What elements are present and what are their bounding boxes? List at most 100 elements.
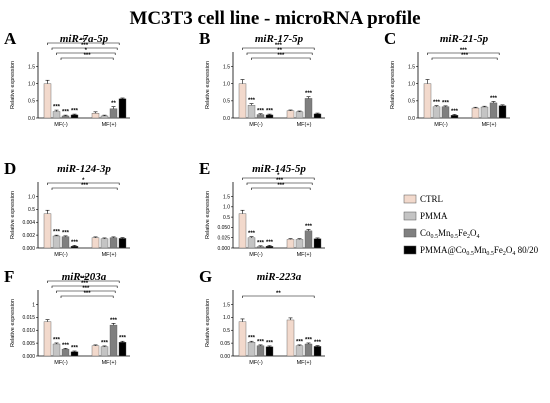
y-tick-label: 1: [32, 302, 35, 308]
sig-mark: ***: [248, 336, 256, 342]
bar-1-3: [498, 105, 507, 119]
bar-1-2: [489, 102, 498, 119]
y-tick-label: 0.004: [22, 220, 35, 226]
bar-0-1: [247, 342, 256, 357]
y-axis-label: Relative expression: [205, 299, 211, 347]
y-tick-label: 0.025: [217, 236, 230, 242]
bracket-label: ***: [275, 43, 283, 49]
panel-title: miR-21-5p: [440, 33, 489, 45]
comparison-bracket: [242, 177, 315, 180]
sig-mark: ***: [314, 340, 322, 346]
bracket-label: **: [277, 48, 282, 54]
y-tick-label: 0.000: [22, 354, 35, 360]
comparison-bracket: [242, 295, 315, 298]
bar-0-3: [265, 114, 274, 119]
bar-0-1: [52, 111, 61, 119]
bracket-label: *: [85, 48, 88, 54]
bracket-label: ***: [81, 281, 89, 287]
panel-label: C: [384, 29, 396, 48]
y-tick-label: 1.5: [223, 302, 230, 308]
legend-swatch: [403, 228, 417, 238]
y-tick-label: 0.00: [220, 354, 230, 360]
group-label: MF(+): [102, 252, 117, 258]
sig-mark: ***: [257, 108, 265, 114]
y-axis-label: Relative expression: [390, 61, 396, 109]
bar-0-1: [247, 237, 256, 249]
sig-mark: ***: [53, 105, 61, 111]
panel-title: miR-223a: [257, 271, 302, 283]
bar-0-0: [43, 83, 52, 119]
panel-title: miR-145-5p: [252, 163, 306, 175]
panel-title: miR-17-5p: [255, 33, 304, 45]
sig-mark: ***: [62, 230, 70, 236]
bar-1-3: [118, 98, 127, 119]
sig-mark: ***: [71, 109, 79, 115]
panel-label: A: [4, 29, 17, 48]
group-label: MF(+): [297, 252, 312, 258]
comparison-bracket: [427, 52, 500, 55]
bar-1-3: [313, 238, 322, 249]
bracket-label: ***: [81, 43, 89, 49]
comparison-bracket: [246, 52, 313, 55]
bar-1-1: [100, 346, 109, 357]
bracket-label: ***: [80, 276, 88, 282]
bar-1-2: [109, 108, 118, 119]
bar-1-0: [91, 345, 100, 357]
bar-0-0: [238, 213, 247, 249]
group-label: MF(+): [102, 122, 117, 128]
comparison-bracket: [51, 187, 118, 190]
y-axis-label: Relative expression: [10, 191, 16, 239]
sig-mark: ***: [248, 98, 256, 104]
bracket-label: ***: [84, 53, 92, 59]
y-axis-label: Relative expression: [205, 191, 211, 239]
y-tick-label: 0.5: [28, 207, 35, 213]
group-label: MF(-): [249, 360, 263, 366]
comparison-bracket: [47, 182, 120, 185]
comparison-bracket: [246, 182, 313, 185]
bracket-label: ***: [277, 53, 285, 59]
legend-item: Co0.5Mn0.5Fe2O4: [403, 228, 480, 240]
bracket-label: ***: [82, 286, 90, 292]
sig-mark: ***: [101, 340, 109, 346]
bar-0-3: [265, 245, 274, 249]
bar-1-0: [286, 319, 295, 357]
group-label: MF(+): [102, 360, 117, 366]
y-tick-label: 1.0: [223, 81, 230, 87]
bar-0-2: [256, 345, 265, 357]
bar-1-2: [109, 324, 118, 357]
panel-label: G: [199, 267, 212, 286]
y-tick-label: 1.0: [28, 81, 35, 87]
bar-1-0: [286, 239, 295, 249]
y-axis-label: Relative expression: [205, 61, 211, 109]
bar-0-3: [265, 346, 274, 357]
legend-label: PMMA: [420, 211, 448, 221]
bar-1-1: [480, 106, 489, 119]
bracket-label: ***: [277, 183, 285, 189]
sig-mark: ***: [305, 224, 313, 230]
y-tick-label: 0.5: [223, 215, 230, 221]
bar-0-0: [238, 321, 247, 357]
group-label: MF(-): [54, 122, 68, 128]
bar-1-1: [295, 111, 304, 119]
bar-1-2: [304, 230, 313, 249]
bar-1-0: [91, 237, 100, 249]
panel-title: miR-7a-5p: [60, 33, 109, 45]
comparison-bracket: [51, 285, 118, 288]
legend-item: CTRL: [403, 194, 443, 204]
legend-label: PMMA@Co0.5Mn0.5Fe2O4 80/20: [420, 245, 539, 257]
y-tick-label: 0.5: [28, 99, 35, 105]
legend-swatch: [403, 211, 417, 221]
comparison-bracket: [51, 47, 118, 50]
sig-mark: ***: [266, 109, 274, 115]
y-tick-label: 1.0: [408, 81, 415, 87]
bar-0-0: [43, 213, 52, 249]
bar-1-1: [100, 238, 109, 249]
sig-mark: ***: [53, 230, 61, 236]
y-tick-label: 0.005: [22, 341, 35, 347]
legend-swatch: [403, 245, 417, 255]
bar-0-2: [441, 106, 450, 119]
